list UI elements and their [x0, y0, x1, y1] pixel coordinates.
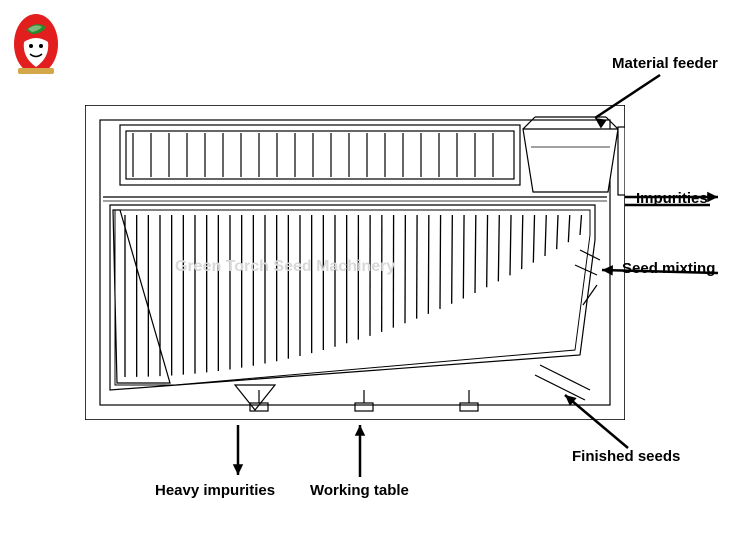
watermark-text: Green Torch Seed Machinery	[175, 258, 395, 276]
label-seed-mixing: Seed mixting	[622, 260, 715, 277]
label-material-feeder: Material feeder	[612, 55, 718, 72]
label-heavy-impurities: Heavy impurities	[155, 482, 275, 499]
brand-logo	[12, 12, 60, 77]
label-impurities: Impurities	[636, 190, 708, 207]
label-working-table: Working table	[310, 482, 409, 499]
label-finished-seeds: Finished seeds	[572, 448, 680, 465]
